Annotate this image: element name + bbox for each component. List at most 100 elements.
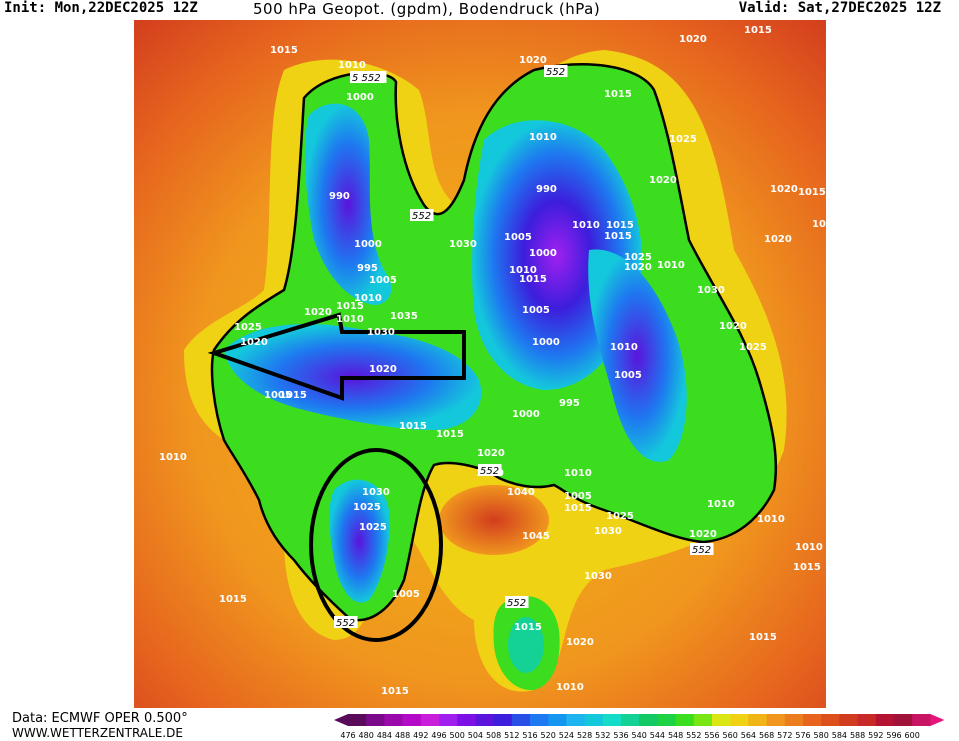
- isobar-label: 1000: [512, 409, 540, 420]
- legend-tick-label: 548: [668, 731, 683, 740]
- isobar-label: 1000: [346, 92, 374, 103]
- legend-swatch: [821, 714, 840, 726]
- legend-swatch: [857, 714, 877, 726]
- legend-tick-label: 556: [704, 731, 719, 740]
- high-europe: [439, 485, 549, 555]
- legend-swatch: [566, 714, 586, 726]
- contour-label-background: [334, 616, 358, 628]
- legend-tick-label: 564: [741, 731, 756, 740]
- legend-swatch: [803, 714, 822, 726]
- isobar-label: 1015: [744, 25, 772, 36]
- legend-tick-label: 516: [522, 731, 537, 740]
- isobar-label: 1010: [757, 514, 785, 525]
- legend-swatch: [766, 714, 786, 726]
- legend-tick-label: 540: [632, 731, 647, 740]
- legend-swatch: [693, 714, 713, 726]
- contour-label-background: [350, 71, 387, 83]
- legend-arrow-right: [930, 714, 945, 726]
- isobar-label: 1010: [610, 342, 638, 353]
- isobar-label: 1010: [707, 499, 735, 510]
- legend-swatch: [475, 714, 495, 726]
- isobar-label: 1025: [624, 252, 652, 263]
- isobar-label: 1000: [529, 248, 557, 259]
- legend-tick-label: 544: [650, 731, 665, 740]
- contour-552-label: 552: [507, 598, 526, 609]
- isobar-label: 1010: [509, 265, 537, 276]
- legend-swatch: [457, 714, 476, 726]
- isobar-label: 1010: [529, 132, 557, 143]
- isobar-label: 995: [357, 263, 378, 274]
- contour-552-label: 552: [336, 618, 355, 629]
- legend-swatch: [748, 714, 768, 726]
- legend-swatch: [712, 714, 731, 726]
- isobar-label: 1025: [353, 502, 381, 513]
- isobar-label: 1030: [362, 487, 390, 498]
- isobar-label: 1015: [798, 187, 826, 198]
- cutoff-core-mediterranean: [508, 617, 544, 673]
- cold-core-cutoff: [329, 479, 390, 603]
- isobar-label: 1030: [367, 327, 395, 338]
- legend-swatch: [511, 714, 531, 726]
- isobar-label: 1020: [624, 262, 652, 273]
- isobar-label: 1015: [270, 45, 298, 56]
- isobar-label: 1010: [572, 220, 600, 231]
- legend-tick-label: 560: [723, 731, 738, 740]
- legend-swatch: [657, 714, 677, 726]
- contour-label-background: [544, 65, 568, 77]
- isobar-label: 1020: [566, 637, 594, 648]
- isobar-label: 1015: [336, 301, 364, 312]
- legend-tick-label: 508: [486, 731, 501, 740]
- isobar-label: 1040: [507, 487, 535, 498]
- isobar-label: 1030: [697, 285, 725, 296]
- isobar-label: 1010: [657, 260, 685, 271]
- init-time-label: Init: Mon,22DEC2025 12Z: [4, 0, 198, 16]
- isobar-label: 1000: [354, 239, 382, 250]
- legend-swatch: [894, 714, 913, 726]
- isobar-label: 1025: [359, 522, 387, 533]
- legend-tick-label: 524: [559, 731, 574, 740]
- legend-swatch: [875, 714, 895, 726]
- isobar-label: 1015: [604, 231, 632, 242]
- isobar-label: 1030: [594, 526, 622, 537]
- isobar-label: 1000: [532, 337, 560, 348]
- isobar-label: 1015: [812, 219, 826, 230]
- isobar-label: 1005: [392, 589, 420, 600]
- isobar-label: 1025: [739, 342, 767, 353]
- isobar-label: 1025: [606, 511, 634, 522]
- legend-tick-label: 584: [832, 731, 847, 740]
- contour-552-label: 5 552: [352, 73, 381, 84]
- legend-swatch: [912, 714, 931, 726]
- legend-tick-label: 532: [595, 731, 610, 740]
- legend-swatch: [584, 714, 604, 726]
- isobar-label: 1005: [369, 275, 397, 286]
- legend-tick-label: 576: [795, 731, 810, 740]
- isobar-label: 1005: [564, 491, 592, 502]
- legend-tick-label: 500: [450, 731, 465, 740]
- isobar-label: 1020: [689, 529, 717, 540]
- annotation-circle: [309, 448, 443, 642]
- isobar-label: 1015: [219, 594, 247, 605]
- cold-core-west: [304, 103, 392, 305]
- legend-tick-label: 588: [850, 731, 865, 740]
- legend-tick-label: 512: [504, 731, 519, 740]
- legend-swatch: [366, 714, 385, 726]
- isobar-label: 1020: [649, 175, 677, 186]
- isobar-label: 1020: [719, 321, 747, 332]
- contour-552-label: 552: [480, 466, 499, 477]
- isobar-label: 1010: [564, 468, 592, 479]
- isobar-label: 1015: [436, 429, 464, 440]
- legend-tick-label: 520: [541, 731, 556, 740]
- cold-core-siberia: [588, 249, 687, 462]
- isobar-label: 1020: [477, 448, 505, 459]
- contour-552-label: 552: [412, 211, 431, 222]
- legend-swatch: [839, 714, 859, 726]
- legend-tick-label: 572: [777, 731, 792, 740]
- isobar-label: 1015: [606, 220, 634, 231]
- contour-552-label: 552: [692, 545, 711, 556]
- isobar-label: 1005: [264, 390, 292, 401]
- legend-tick-label: 484: [377, 731, 392, 740]
- legend-swatch: [639, 714, 658, 726]
- isobar-label: 1025: [234, 322, 262, 333]
- isobar-label: 1030: [584, 571, 612, 582]
- isobar-label: 1035: [390, 311, 418, 322]
